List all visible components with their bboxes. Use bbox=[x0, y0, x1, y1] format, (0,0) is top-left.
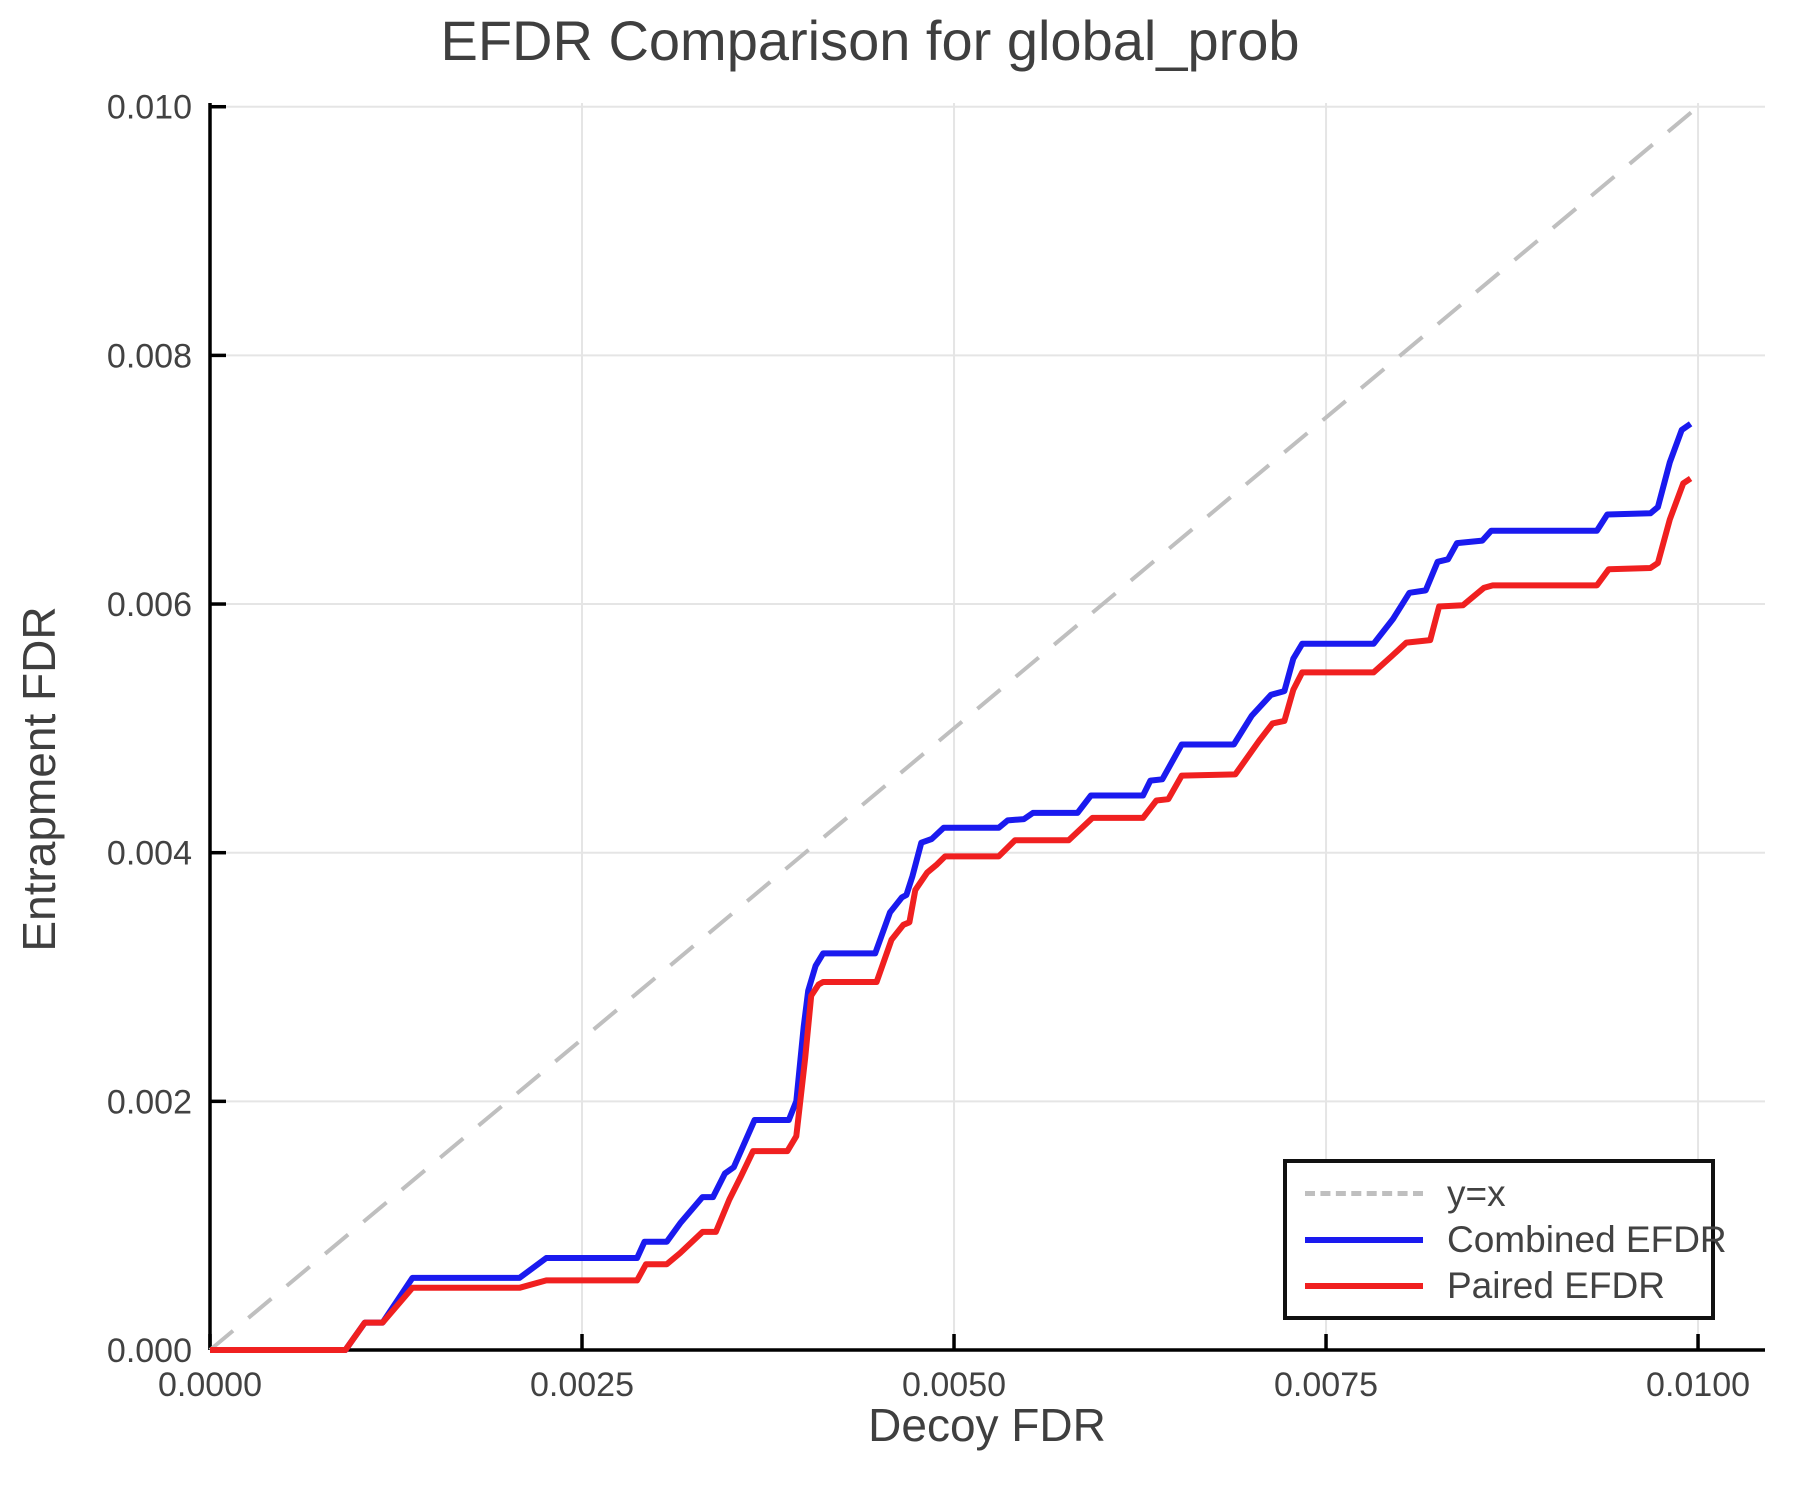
legend-line-sample-combined-efdr bbox=[1305, 1236, 1423, 1243]
legend-label-paired-efdr: Paired EFDR bbox=[1447, 1264, 1665, 1306]
y-tick-label-0.000: 0.000 bbox=[107, 1332, 192, 1370]
y-tick-label-0.008: 0.008 bbox=[107, 337, 192, 375]
x-tick-label-0.0050: 0.0050 bbox=[902, 1366, 1006, 1404]
y-tick-label-0.006: 0.006 bbox=[107, 586, 192, 624]
x-tick-label-0.0025: 0.0025 bbox=[530, 1366, 634, 1404]
legend-item-combined-efdr: Combined EFDR bbox=[1305, 1219, 1727, 1260]
legend-line-sample-yx bbox=[1305, 1191, 1423, 1196]
legend-line-sample-paired-efdr bbox=[1305, 1282, 1423, 1289]
series-line-yx bbox=[208, 105, 1700, 1352]
x-tick-label-0.0075: 0.0075 bbox=[1274, 1366, 1378, 1404]
x-tick-label-0.0000: 0.0000 bbox=[158, 1366, 262, 1404]
series-line-paired-efdr bbox=[210, 475, 1693, 1353]
y-tick-label-0.010: 0.010 bbox=[107, 89, 192, 127]
x-axis-label: Decoy FDR bbox=[868, 1399, 1106, 1451]
legend-item-yx: y=x bbox=[1305, 1172, 1711, 1214]
series-line-combined-efdr bbox=[210, 421, 1693, 1353]
chart-title: EFDR Comparison for global_prob bbox=[440, 9, 1300, 72]
x-tick-label-0.0100: 0.0100 bbox=[1646, 1366, 1750, 1404]
legend-label-combined-efdr: Combined EFDR bbox=[1447, 1218, 1727, 1260]
legend: y=x Combined EFDR Paired EFDR bbox=[1283, 1159, 1727, 1320]
legend-label-yx: y=x bbox=[1447, 1172, 1506, 1214]
y-tick-label-0.004: 0.004 bbox=[107, 835, 192, 873]
y-tick-label-0.002: 0.002 bbox=[107, 1083, 192, 1121]
y-axis-label: Entrapment FDR bbox=[13, 606, 65, 952]
legend-item-paired-efdr: Paired EFDR bbox=[1305, 1264, 1711, 1306]
